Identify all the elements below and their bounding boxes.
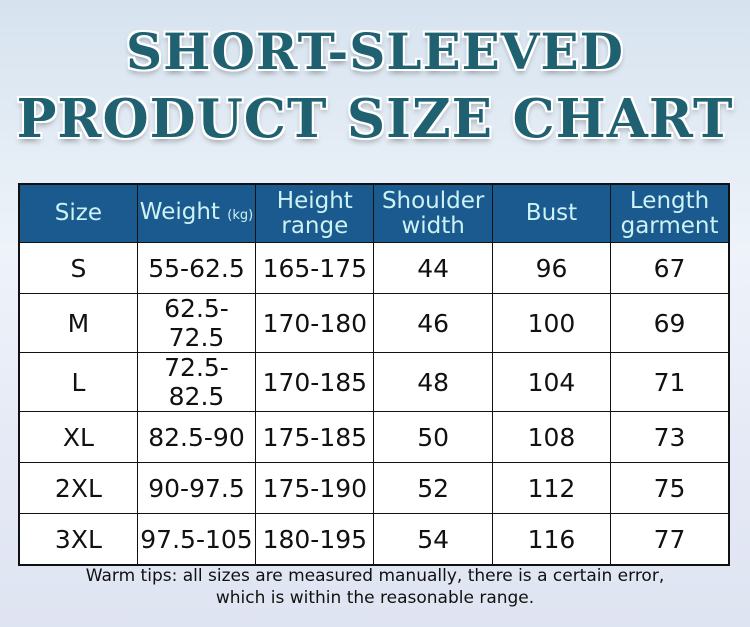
size-table: Size Weight (kg) Height range Shoulder widt… <box>18 183 730 566</box>
header-label: Height range <box>276 187 353 239</box>
table-cell: 54 <box>373 513 493 566</box>
table-row: 3XL 97.5-105 180-195 54 116 77 <box>18 513 730 566</box>
table-row: 2XL 90-97.5 175-190 52 112 75 <box>18 462 730 514</box>
table-cell: 44 <box>373 242 493 294</box>
table-cell: 2XL <box>18 462 138 514</box>
table-cell: L <box>18 352 138 412</box>
column-header: Bust <box>491 183 612 243</box>
table-cell: 69 <box>610 293 730 353</box>
header-unit: (kg) <box>227 207 254 223</box>
table-cell: XL <box>18 411 138 463</box>
table-cell: 104 <box>491 352 612 412</box>
header-label: Bust <box>525 200 578 226</box>
table-cell: 55-62.5 <box>136 242 257 294</box>
header-row: Size Weight (kg) Height range Shoulder widt… <box>18 183 730 243</box>
header-label: Length garment <box>620 187 719 239</box>
table-cell: 3XL <box>18 513 138 566</box>
table-row: L 72.5-82.5 170-185 48 104 71 <box>18 352 730 412</box>
table-cell: 73 <box>610 411 730 463</box>
column-header: Shoulder width <box>373 183 493 243</box>
warm-tips: Warm tips: all sizes are measured manual… <box>0 565 750 609</box>
table-cell: 96 <box>491 242 612 294</box>
table-cell: M <box>18 293 138 353</box>
table-cell: 112 <box>491 462 612 514</box>
table-cell: 46 <box>373 293 493 353</box>
table-cell: 170-180 <box>255 293 375 353</box>
tips-line-1: Warm tips: all sizes are measured manual… <box>85 566 665 586</box>
table-cell: 82.5-90 <box>136 411 257 463</box>
table-cell: 108 <box>491 411 612 463</box>
title-line-1: SHORT-SLEEVED <box>125 22 624 81</box>
table-cell: S <box>18 242 138 294</box>
table-cell: 100 <box>491 293 612 353</box>
table-cell: 170-185 <box>255 352 375 412</box>
table-row: S 55-62.5 165-175 44 96 67 <box>18 242 730 294</box>
table-cell: 77 <box>610 513 730 566</box>
table-cell: 75 <box>610 462 730 514</box>
table-cell: 90-97.5 <box>136 462 257 514</box>
column-header: Size <box>18 183 138 243</box>
table-cell: 67 <box>610 242 730 294</box>
header-label: Weight <box>139 198 220 225</box>
header-label: Shoulder width <box>381 187 485 239</box>
table-cell: 72.5-82.5 <box>136 352 257 412</box>
table-cell: 175-185 <box>255 411 375 463</box>
title-line-2: PRODUCT SIZE CHART <box>16 88 734 150</box>
table-cell: 62.5-72.5 <box>136 293 257 353</box>
column-header: Length garment <box>610 183 730 243</box>
table-cell: 97.5-105 <box>136 513 257 566</box>
table-cell: 48 <box>373 352 493 412</box>
table-cell: 52 <box>373 462 493 514</box>
header-label: Size <box>54 200 103 226</box>
table-cell: 175-190 <box>255 462 375 514</box>
table-cell: 50 <box>373 411 493 463</box>
column-header: Height range <box>255 183 375 243</box>
tips-line-2: which is within the reasonable range. <box>215 588 535 608</box>
table-cell: 71 <box>610 352 730 412</box>
table-cell: 116 <box>491 513 612 566</box>
table-cell: 165-175 <box>255 242 375 294</box>
table-row: M 62.5-72.5 170-180 46 100 69 <box>18 293 730 353</box>
table-cell: 180-195 <box>255 513 375 566</box>
table-row: XL 82.5-90 175-185 50 108 73 <box>18 411 730 463</box>
column-header: Weight (kg) <box>136 183 257 243</box>
